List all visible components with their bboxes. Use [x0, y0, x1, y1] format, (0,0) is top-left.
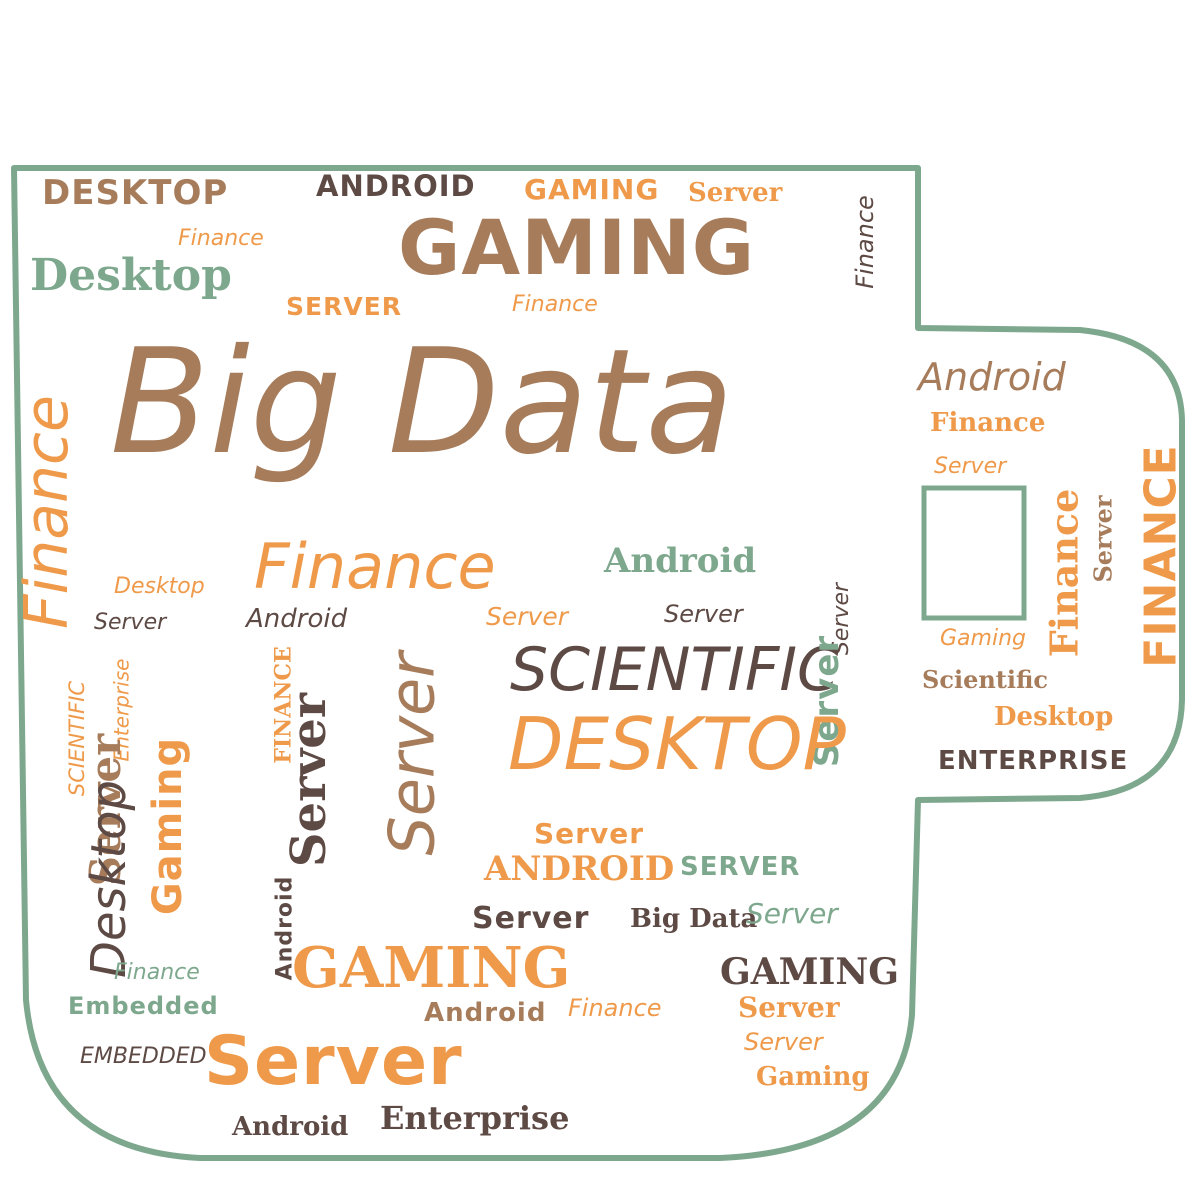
word: Android [232, 1112, 349, 1142]
word: Server [204, 1022, 463, 1101]
word: Embedded [68, 992, 219, 1020]
word: Finance [1041, 488, 1087, 658]
word: Android [246, 604, 348, 634]
word: ANDROID [316, 169, 476, 203]
word: Desktop [114, 574, 205, 599]
word: Scientific [922, 665, 1049, 694]
word: Desktop [80, 780, 137, 978]
word: Server [664, 600, 743, 628]
word: EMBEDDED [80, 1044, 207, 1069]
word: Gaming [940, 626, 1026, 651]
word: DESKTOP [42, 173, 229, 213]
word: Finance [178, 226, 264, 251]
word: Finance [568, 994, 662, 1022]
word: Finance [11, 395, 82, 629]
word: GAMING [292, 935, 571, 1001]
word: Server [534, 817, 645, 850]
word: Enterprise [380, 1099, 570, 1137]
word: Finance [850, 195, 879, 289]
word: GAMING [720, 951, 900, 993]
word: Server [94, 610, 167, 635]
word: Server [746, 897, 838, 930]
word: Server [744, 1028, 823, 1056]
word: Finance [930, 408, 1046, 438]
word: Finance [254, 530, 496, 603]
word: Android [424, 998, 547, 1028]
word: Server [375, 652, 449, 856]
word: Finance [512, 292, 598, 317]
word: Server [738, 991, 840, 1024]
word: Server [1088, 495, 1118, 583]
word: Android [604, 541, 757, 581]
word: Server [934, 454, 1007, 479]
mug-body-outline [11, 165, 1185, 1161]
word: Big Data [110, 318, 735, 487]
word: GAMING [524, 173, 660, 206]
word: Gaming [756, 1062, 870, 1092]
word: ANDROID [484, 849, 675, 889]
word: DESKTOP [508, 702, 846, 786]
word: FINANCE [1135, 444, 1187, 668]
word: ENTERPRISE [938, 746, 1129, 776]
word: SCIENTIFIC [510, 635, 839, 705]
word: GAMING [398, 203, 756, 292]
word: Big Data [630, 904, 758, 934]
word: Server [486, 602, 568, 631]
word: SERVER [286, 292, 403, 321]
word: Server [688, 178, 783, 208]
word: Server [281, 692, 338, 868]
word: Gaming [145, 736, 192, 916]
word: Desktop [30, 250, 232, 301]
word: Desktop [994, 702, 1114, 732]
word: Server [472, 901, 590, 936]
word: Finance [114, 960, 200, 985]
word: SERVER [680, 852, 801, 882]
word: Android [918, 355, 1066, 399]
mug-handle-hole [921, 485, 1027, 621]
